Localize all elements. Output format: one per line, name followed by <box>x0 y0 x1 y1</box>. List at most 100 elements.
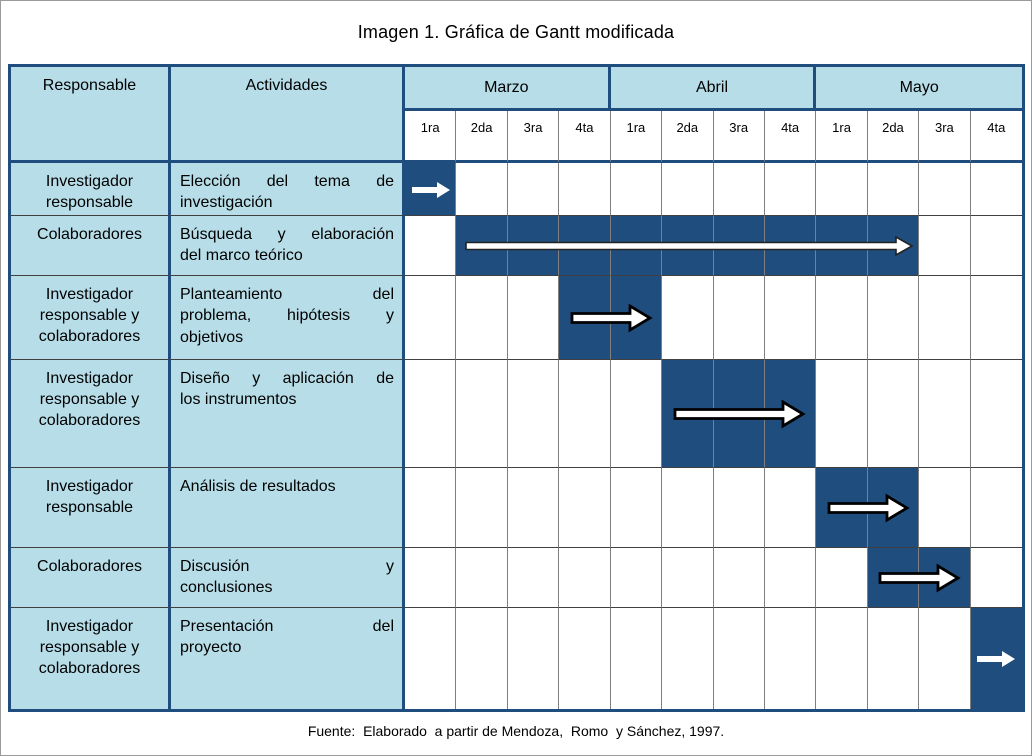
actividad-cell: Presentación del proyecto <box>171 608 405 709</box>
responsable-cell: Colaboradores <box>11 216 171 276</box>
gantt-cell <box>713 276 765 360</box>
gantt-cell <box>559 163 611 216</box>
gantt-cell <box>662 548 714 608</box>
gantt-bar-cell <box>764 360 817 468</box>
header-actividades: Actividades <box>171 67 405 163</box>
month-header-marzo: Marzo <box>405 67 611 111</box>
week-header-abril-1ra: 1ra <box>610 111 663 163</box>
gantt-cell <box>816 608 868 709</box>
gantt-cell <box>816 276 868 360</box>
actividad-line: Búsqueda y elaboración <box>180 226 394 243</box>
gantt-cell <box>507 360 560 468</box>
gantt-cell <box>405 608 457 709</box>
gantt-cell <box>713 608 765 709</box>
week-header-marzo-1ra: 1ra <box>405 111 457 163</box>
actividad-line: Análisis de resultados <box>180 478 336 495</box>
gantt-cell <box>507 468 560 548</box>
gantt-bar-cell <box>919 548 971 608</box>
actividad-cell: Diseño y aplicación de los instrumentos <box>171 360 405 468</box>
actividad-line: del marco teórico <box>180 247 303 265</box>
gantt-bar-cell <box>559 276 611 360</box>
actividad-line: investigación <box>180 194 273 212</box>
gantt-cell <box>456 608 508 709</box>
gantt-cell <box>559 360 611 468</box>
month-header-mayo: Mayo <box>816 67 1022 111</box>
actividad-line: Elección del tema de <box>180 173 394 190</box>
gantt-cell <box>507 163 560 216</box>
actividad-cell: Planteamiento del problema, hipótesis y ob… <box>171 276 405 360</box>
week-header-marzo-3ra: 3ra <box>507 111 560 163</box>
gantt-cell <box>662 276 714 360</box>
gantt-cell <box>456 468 508 548</box>
gantt-cell <box>970 276 1022 360</box>
gantt-cell <box>662 468 714 548</box>
week-header-mayo-2da: 2da <box>867 111 920 163</box>
gantt-cell <box>764 608 817 709</box>
gantt-cell <box>970 468 1022 548</box>
gantt-cell <box>456 548 508 608</box>
actividad-line: proyecto <box>180 639 242 657</box>
gantt-bar-cell <box>816 216 868 276</box>
gantt-cell <box>456 360 508 468</box>
gantt-bar-cell <box>610 216 663 276</box>
gantt-bar-cell <box>610 276 663 360</box>
week-header-mayo-3ra: 3ra <box>919 111 971 163</box>
gantt-cell <box>610 468 663 548</box>
week-header-marzo-2da: 2da <box>456 111 508 163</box>
gantt-cell <box>970 216 1022 276</box>
gantt-table: Responsable Actividades Marzo Abril Mayo 1ra 2… <box>8 64 1025 712</box>
gantt-cell <box>456 276 508 360</box>
actividad-line: Discusión y <box>180 558 394 575</box>
actividad-line: Diseño y aplicación de <box>180 370 394 387</box>
header-responsable: Responsable <box>11 67 171 163</box>
gantt-cell <box>713 163 765 216</box>
gantt-cell <box>919 276 971 360</box>
responsable-cell: Colaboradores <box>11 548 171 608</box>
gantt-cell <box>816 548 868 608</box>
gantt-cell <box>559 608 611 709</box>
gantt-bar-cell <box>662 216 714 276</box>
gantt-cell <box>405 468 457 548</box>
gantt-cell <box>764 548 817 608</box>
figure-title: Imagen 1. Gráfica de Gantt modificada <box>357 22 675 42</box>
responsable-cell: Investigador responsable y colaboradores <box>11 608 171 709</box>
gantt-cell <box>405 216 457 276</box>
gantt-bar-cell <box>507 216 560 276</box>
gantt-cell <box>970 548 1022 608</box>
gantt-cell <box>970 163 1022 216</box>
gantt-cell <box>713 548 765 608</box>
gantt-cell <box>919 163 971 216</box>
gantt-cell <box>764 468 817 548</box>
actividad-line: Planteamiento del <box>180 286 394 303</box>
actividad-line: los instrumentos <box>180 391 297 409</box>
actividad-cell: Elección del tema de investigación <box>171 163 405 216</box>
actividad-line: Presentación del <box>180 618 394 635</box>
gantt-cell <box>456 163 508 216</box>
gantt-cell <box>610 360 663 468</box>
week-header-mayo-1ra: 1ra <box>816 111 868 163</box>
actividad-cell: Búsqueda y elaboración del marco teórico <box>171 216 405 276</box>
responsable-cell: Investigador responsable y colaboradores <box>11 360 171 468</box>
gantt-cell <box>559 468 611 548</box>
gantt-cell <box>405 548 457 608</box>
gantt-cell <box>867 163 920 216</box>
gantt-cell <box>610 608 663 709</box>
actividad-cell: Discusión y conclusiones <box>171 548 405 608</box>
gantt-bar-cell <box>662 360 714 468</box>
gantt-bar-cell <box>405 163 457 216</box>
gantt-bar-cell <box>970 608 1022 709</box>
gantt-cell <box>816 360 868 468</box>
gantt-cell <box>559 548 611 608</box>
gantt-bar-cell <box>713 360 765 468</box>
gantt-cell <box>919 608 971 709</box>
gantt-bar-cell <box>559 216 611 276</box>
gantt-cell <box>507 276 560 360</box>
gantt-bar-cell <box>867 468 920 548</box>
responsable-cell: Investigador responsable y colaboradores <box>11 276 171 360</box>
figure-source-caption: Fuente: Elaborado a partir de Mendoza, R… <box>307 723 725 739</box>
gantt-cell <box>405 276 457 360</box>
gantt-bar-cell <box>816 468 868 548</box>
gantt-cell <box>919 360 971 468</box>
actividad-line: conclusiones <box>180 579 273 597</box>
